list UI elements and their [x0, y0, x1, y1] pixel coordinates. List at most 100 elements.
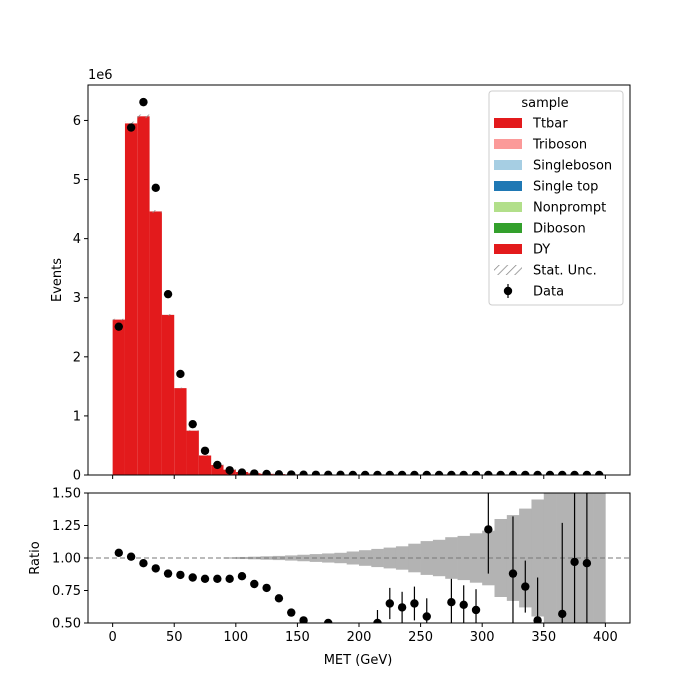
stat-unc-hatch	[198, 455, 212, 456]
ratio-point	[459, 600, 468, 609]
data-point	[139, 97, 148, 107]
data-point	[496, 470, 505, 475]
ratio-unc-band	[272, 555, 286, 561]
data-point	[225, 466, 234, 475]
ratio-point	[508, 569, 518, 578]
data-point	[262, 469, 271, 475]
legend-swatch	[494, 139, 522, 149]
legend-swatch	[494, 160, 522, 170]
legend-swatch	[494, 181, 522, 191]
y-tick-label-top: 5	[73, 173, 81, 188]
ratio-point	[225, 574, 234, 583]
y-axis-label-ratio: Ratio	[28, 541, 43, 574]
data-point	[545, 470, 555, 475]
legend-data-marker	[503, 286, 513, 296]
y-tick-label-top: 2	[73, 350, 81, 365]
x-tick-label: 250	[408, 630, 433, 645]
ratio-point	[250, 579, 259, 589]
ratio-point	[471, 605, 481, 615]
legend-label: Triboson	[532, 138, 587, 153]
data-point	[299, 470, 308, 475]
ratio-unc-band	[432, 539, 446, 577]
ratio-point	[126, 552, 136, 561]
x-tick-label: 100	[223, 630, 248, 645]
data-point	[114, 322, 123, 331]
stat-unc-hatch	[186, 430, 199, 432]
ratio-unc-band	[297, 554, 311, 562]
bar-dy	[149, 211, 162, 475]
data-point	[360, 470, 370, 475]
data-point	[434, 470, 444, 475]
ratio-unc-band	[408, 543, 421, 573]
ratio-point	[521, 582, 530, 591]
ratio-point	[200, 574, 210, 583]
x-tick-label: 200	[347, 630, 372, 645]
ratio-point	[410, 599, 419, 608]
data-point	[410, 470, 419, 475]
data-point	[471, 470, 481, 475]
data-point	[582, 470, 592, 475]
legend-swatch-hatch	[494, 265, 522, 275]
y-tick-label-top: 1	[73, 409, 81, 424]
data-point	[287, 470, 296, 475]
data-point	[595, 470, 604, 475]
data-point	[237, 468, 247, 475]
legend-swatch	[494, 202, 522, 212]
legend-title: sample	[521, 96, 568, 111]
ratio-point	[324, 618, 333, 623]
bar-dy	[161, 314, 175, 475]
ratio-point	[373, 618, 382, 623]
data-point	[163, 289, 173, 299]
y-tick-label-ratio: 1.00	[52, 552, 81, 567]
legend-label: Ttbar	[532, 117, 568, 132]
data-point	[324, 470, 333, 475]
top-plot: 0 1 2 3 4 5 6	[73, 84, 631, 484]
offset-label: 1e6	[88, 68, 113, 83]
y-tick-label-top: 6	[73, 114, 81, 129]
data-point	[336, 470, 345, 475]
x-tick-label: 400	[593, 630, 618, 645]
data-point	[274, 470, 284, 475]
bar-dy	[198, 455, 212, 475]
x-axis-label: MET (GeV)	[324, 653, 393, 668]
x-tick-label: 150	[285, 630, 310, 645]
stat-unc-hatch	[149, 210, 162, 213]
data-point	[200, 446, 210, 455]
ratio-unc-band	[383, 547, 397, 569]
ratio-point	[287, 608, 296, 617]
ratio-point	[163, 569, 173, 578]
x-tick-label: 350	[531, 630, 556, 645]
legend-swatch	[494, 223, 522, 233]
ratio-point	[114, 548, 123, 557]
stat-unc-hatch	[137, 114, 150, 119]
ratio-unc-band	[519, 508, 532, 608]
ratio-point	[447, 598, 456, 607]
stat-unc-hatch	[174, 387, 187, 389]
data-point	[508, 470, 518, 475]
data-point	[558, 470, 567, 475]
data-point	[570, 470, 579, 475]
ratio-point	[397, 603, 407, 612]
legend-label: Data	[533, 285, 564, 300]
ratio-plot: 0.50 0.75 1.00 1.25 1.50 0 50 100 150 200 250 300 35…	[52, 487, 631, 645]
legend-label: Stat. Unc.	[533, 264, 597, 279]
data-point	[126, 123, 136, 132]
ratio-point	[299, 616, 308, 623]
data-point	[373, 470, 382, 475]
y-tick-label-ratio: 1.50	[52, 487, 81, 502]
ratio-unc-band	[457, 535, 471, 581]
ratio-point	[262, 583, 271, 593]
bar-dy	[186, 430, 199, 475]
legend-swatch	[494, 118, 522, 128]
ratio-unc-band	[593, 493, 606, 623]
ratio-point	[176, 570, 185, 580]
data-point	[250, 469, 259, 475]
data-point	[213, 460, 222, 470]
bar-dy	[124, 123, 138, 475]
ratio-point	[213, 574, 222, 583]
x-tick-label: 300	[470, 630, 495, 645]
data-point	[422, 470, 431, 475]
data-point	[151, 183, 160, 193]
legend-label: Single top	[533, 180, 598, 195]
